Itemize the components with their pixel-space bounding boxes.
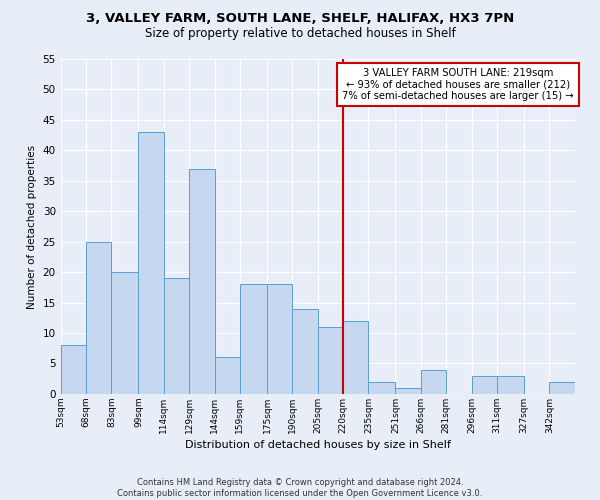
- Bar: [292, 308, 317, 394]
- Bar: [497, 376, 524, 394]
- Bar: [139, 132, 164, 394]
- Bar: [164, 278, 189, 394]
- Bar: [215, 358, 240, 394]
- Bar: [343, 321, 368, 394]
- Bar: [395, 388, 421, 394]
- Bar: [86, 242, 112, 394]
- X-axis label: Distribution of detached houses by size in Shelf: Distribution of detached houses by size …: [185, 440, 451, 450]
- Bar: [61, 345, 86, 394]
- Text: 3, VALLEY FARM, SOUTH LANE, SHELF, HALIFAX, HX3 7PN: 3, VALLEY FARM, SOUTH LANE, SHELF, HALIF…: [86, 12, 514, 26]
- Bar: [472, 376, 497, 394]
- Bar: [112, 272, 139, 394]
- Bar: [317, 327, 343, 394]
- Bar: [421, 370, 446, 394]
- Y-axis label: Number of detached properties: Number of detached properties: [27, 144, 37, 308]
- Bar: [240, 284, 267, 394]
- Text: Size of property relative to detached houses in Shelf: Size of property relative to detached ho…: [145, 28, 455, 40]
- Bar: [550, 382, 575, 394]
- Bar: [267, 284, 292, 394]
- Bar: [189, 168, 215, 394]
- Bar: [368, 382, 395, 394]
- Text: Contains HM Land Registry data © Crown copyright and database right 2024.
Contai: Contains HM Land Registry data © Crown c…: [118, 478, 482, 498]
- Text: 3 VALLEY FARM SOUTH LANE: 219sqm
← 93% of detached houses are smaller (212)
7% o: 3 VALLEY FARM SOUTH LANE: 219sqm ← 93% o…: [342, 68, 574, 102]
